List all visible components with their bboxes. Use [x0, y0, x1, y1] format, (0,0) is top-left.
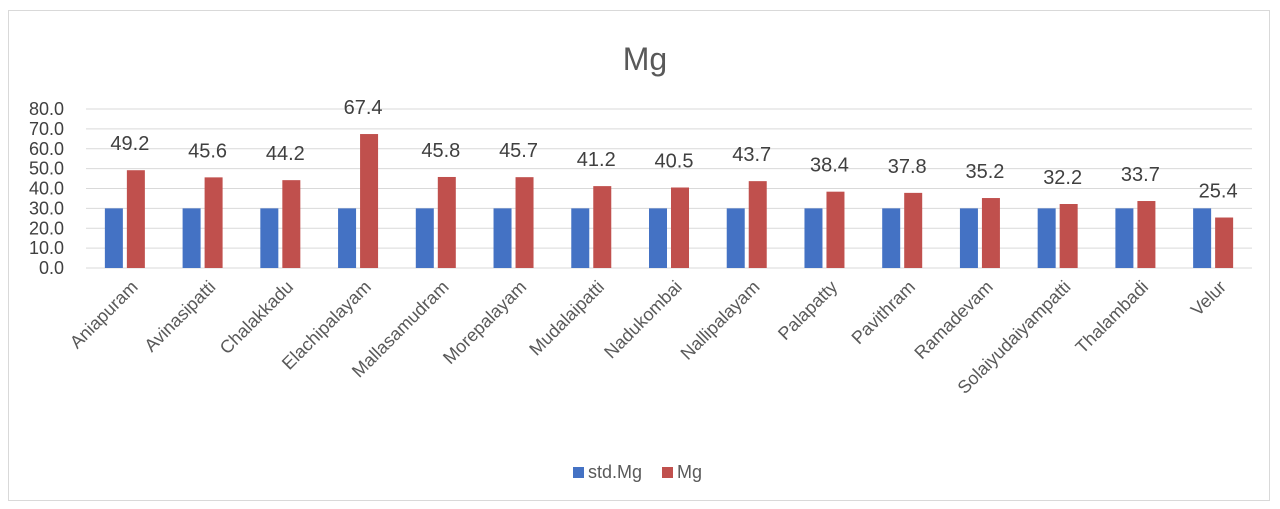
bar-mg — [904, 192, 923, 268]
y-tick-label: 80.0 — [29, 99, 64, 119]
bar-mg — [204, 177, 223, 268]
y-tick-label: 40.0 — [29, 179, 64, 199]
legend-swatch — [662, 467, 673, 478]
data-label: 35.2 — [965, 161, 1004, 183]
bar-mg — [593, 186, 612, 268]
bar-mg — [515, 177, 534, 268]
data-label: 37.8 — [888, 156, 927, 178]
bar-mg — [126, 170, 145, 268]
bars — [104, 134, 1234, 268]
data-label: 25.4 — [1199, 181, 1238, 203]
gridlines — [86, 108, 1252, 269]
bar-mg — [1215, 217, 1234, 268]
y-tick-label: 50.0 — [29, 159, 64, 179]
bar-mg — [826, 191, 845, 268]
x-tick-label: Palapatty — [774, 277, 841, 344]
data-label: 43.7 — [732, 144, 771, 166]
bar-std-mg — [182, 208, 201, 268]
y-tick-label: 0.0 — [39, 258, 64, 278]
bar-std-mg — [571, 208, 590, 268]
legend-label: std.Mg — [588, 462, 642, 482]
bar-mg — [748, 181, 767, 268]
bar-std-mg — [338, 208, 357, 268]
bar-mg — [437, 176, 456, 268]
x-tick-label: Avinasipatti — [140, 277, 219, 356]
x-tick-label: Ramadevam — [910, 277, 996, 363]
y-tick-label: 30.0 — [29, 198, 64, 218]
bar-mg — [671, 187, 689, 268]
bar-std-mg — [882, 208, 901, 268]
y-tick-label: 60.0 — [29, 139, 64, 159]
bar-mg — [360, 134, 379, 268]
x-tick-label: Nallipalayam — [677, 277, 764, 364]
x-tick-label: Velur — [1187, 277, 1230, 320]
bar-std-mg — [415, 208, 434, 268]
bar-std-mg — [1193, 208, 1212, 268]
data-label: 45.8 — [421, 140, 460, 162]
data-label: 44.2 — [266, 143, 305, 165]
bar-std-mg — [1037, 208, 1056, 268]
data-label: 49.2 — [110, 133, 149, 155]
bar-std-mg — [649, 208, 667, 268]
legend-swatch — [573, 467, 584, 478]
x-tick-label: Chalakkadu — [216, 277, 297, 358]
data-label: 33.7 — [1121, 164, 1160, 186]
y-tick-label: 10.0 — [29, 238, 64, 258]
x-tick-label: Nadukombai — [600, 277, 686, 363]
x-tick-label: Aniapuram — [66, 277, 142, 353]
data-label: 45.7 — [499, 140, 538, 162]
x-tick-label: Thalambadi — [1072, 277, 1153, 358]
bar-std-mg — [104, 208, 123, 268]
bar-std-mg — [804, 208, 823, 268]
data-label: 45.6 — [188, 140, 227, 162]
legend: std.Mg Mg — [573, 462, 702, 482]
bar-std-mg — [493, 208, 512, 268]
bar-std-mg — [726, 208, 745, 268]
bar-std-mg — [1115, 208, 1134, 268]
bar-mg — [1059, 204, 1078, 268]
data-label: 41.2 — [577, 149, 616, 171]
x-axis-ticks: AniapuramAvinasipattiChalakkaduElachipal… — [66, 277, 1230, 398]
x-tick-label: Pavithram — [848, 277, 919, 348]
bar-std-mg — [959, 208, 978, 268]
bar-mg — [1137, 201, 1156, 268]
data-label: 67.4 — [344, 97, 383, 119]
x-tick-label: Mudalaipatti — [525, 277, 608, 360]
y-tick-label: 70.0 — [29, 119, 64, 139]
y-tick-label: 20.0 — [29, 218, 64, 238]
bar-mg — [981, 198, 1000, 268]
bar-std-mg — [260, 208, 279, 268]
data-label: 32.2 — [1043, 167, 1082, 189]
y-axis-ticks: 0.010.020.030.040.050.060.070.080.0 — [29, 99, 64, 278]
data-label: 38.4 — [810, 155, 849, 177]
bar-mg — [282, 180, 301, 268]
x-tick-label: Morepalayam — [439, 277, 530, 368]
data-labels: 49.2 45.6 44.2 67.4 45.8 45.7 41.2 40.5 43.7 38.4… — [110, 97, 1237, 202]
data-label: 40.5 — [655, 151, 694, 173]
chart-title: Mg — [623, 41, 667, 77]
legend-label: Mg — [677, 462, 702, 482]
